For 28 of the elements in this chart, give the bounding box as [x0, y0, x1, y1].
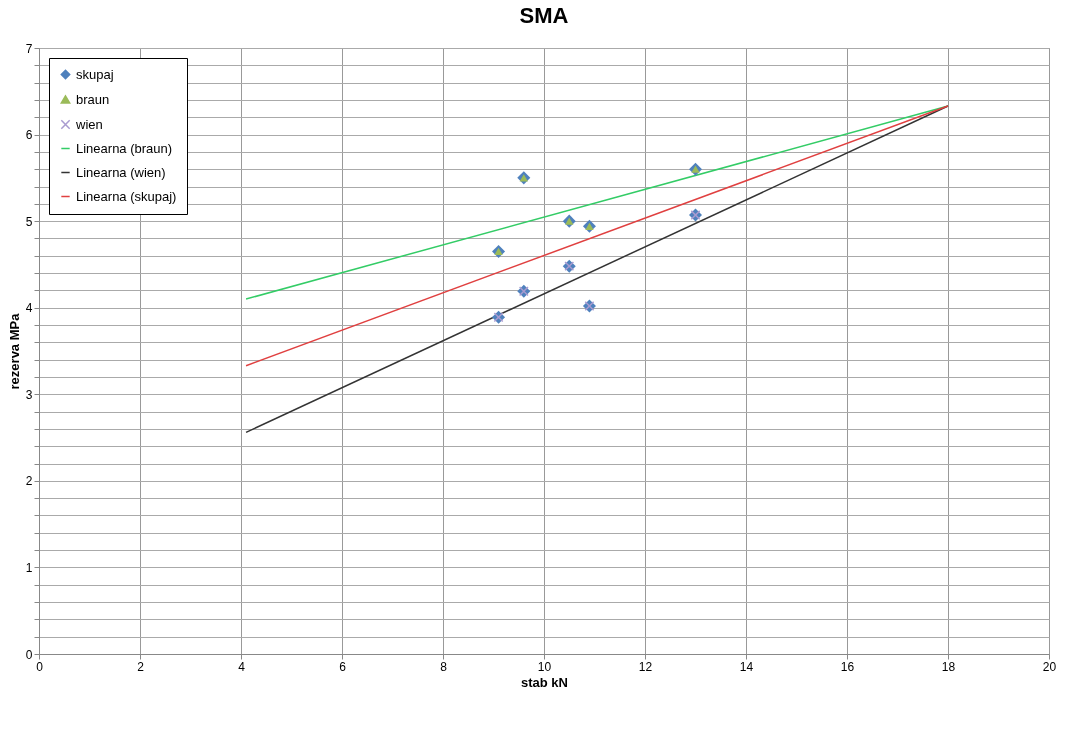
x-tick-label: 6 [339, 659, 347, 674]
legend-label: wien [75, 116, 103, 132]
legend-label: Linearna (wien) [76, 164, 166, 180]
x-tick-label: 8 [440, 659, 448, 674]
y-tick-label: 6 [25, 128, 33, 143]
y-axis-title: rezerva MPa [6, 312, 22, 390]
legend-label: Linearna (skupaj) [76, 188, 177, 204]
chart-title: SMA [519, 3, 569, 28]
legend-label: braun [76, 91, 110, 107]
x-tick-label: 10 [537, 659, 552, 674]
y-tick-label: 0 [25, 647, 33, 662]
x-tick-label: 0 [36, 659, 44, 674]
x-tick-label: 2 [137, 659, 145, 674]
x-tick-label: 18 [941, 659, 956, 674]
x-tick-label: 14 [739, 659, 754, 674]
y-tick-label: 2 [25, 474, 33, 489]
legend-label: skupaj [76, 66, 114, 82]
x-tick-label: 20 [1042, 659, 1057, 674]
x-axis-title: stab kN [521, 674, 568, 690]
y-tick-label: 5 [25, 214, 33, 229]
x-tick-label: 16 [840, 659, 855, 674]
y-tick-label: 7 [25, 41, 33, 56]
y-tick-label: 4 [25, 301, 33, 316]
x-tick-label: 4 [238, 659, 246, 674]
y-tick-label: 3 [25, 387, 33, 402]
x-tick-label: 12 [638, 659, 653, 674]
y-tick-label: 1 [25, 560, 33, 575]
legend-label: Linearna (braun) [76, 140, 173, 156]
